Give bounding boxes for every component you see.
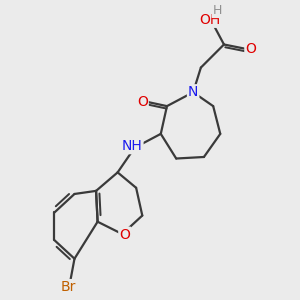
Text: N: N — [188, 85, 198, 99]
Text: O: O — [245, 42, 256, 56]
Text: O: O — [119, 228, 130, 242]
Text: OH: OH — [200, 13, 221, 27]
Text: Br: Br — [61, 280, 76, 294]
Text: H: H — [212, 4, 222, 17]
Text: O: O — [137, 94, 148, 109]
Text: NH: NH — [122, 139, 142, 153]
